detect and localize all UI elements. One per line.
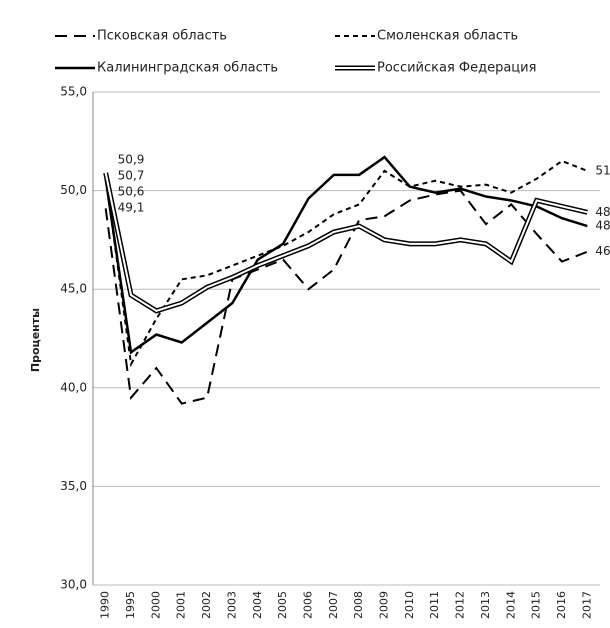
x-tick-label: 2010 [403,591,416,619]
data-label: 48,9 [595,205,610,219]
series-line [104,155,588,355]
data-label: 48,2 [595,219,610,233]
x-tick-label: 2000 [149,591,162,619]
x-tick-label: 2013 [479,591,492,619]
x-tick-label: 2003 [225,591,238,619]
y-tick-label: 30,0 [60,578,87,592]
data-label: 51,0 [595,163,610,177]
x-tick-label: 2016 [555,591,568,619]
x-tick-label: 2005 [276,591,289,619]
legend-label: Калининградская область [97,61,278,76]
series-line [103,172,588,314]
x-tick-label: 2004 [251,591,264,619]
x-tick-label: 2008 [352,591,365,619]
y-tick-label: 55,0 [60,85,87,99]
legend-label: Псковская область [97,29,227,44]
x-tick-label: 2012 [454,591,467,619]
x-tick-label: 2002 [200,591,213,619]
y-tick-label: 35,0 [60,479,87,493]
x-tick-label: 2006 [301,591,314,619]
series-line [104,159,588,368]
x-tick-label: 2017 [580,591,593,619]
x-tick-label: 2009 [378,591,391,619]
y-tick-label: 50,0 [60,183,87,197]
x-tick-label: 2007 [327,591,340,619]
data-label: 49,1 [118,201,145,215]
data-label: 50,7 [118,169,145,183]
y-axis-title: Проценты [29,308,42,372]
x-tick-label: 2014 [504,591,517,619]
x-tick-label: 2015 [530,591,543,619]
x-tick-label: 1995 [124,591,137,619]
data-label: 46,9 [595,244,610,258]
series-line [104,189,588,405]
series-line-inner [104,172,588,312]
y-tick-label: 45,0 [60,282,87,296]
data-label: 50,9 [118,153,145,167]
x-tick-label: 2011 [428,591,441,619]
x-tick-label: 1990 [99,591,112,619]
y-tick-label: 40,0 [60,380,87,394]
legend-label: Смоленская область [377,29,518,44]
x-tick-label: 2001 [175,591,188,619]
legend-label: Российская Федерация [377,61,536,76]
data-label: 50,6 [118,185,145,199]
